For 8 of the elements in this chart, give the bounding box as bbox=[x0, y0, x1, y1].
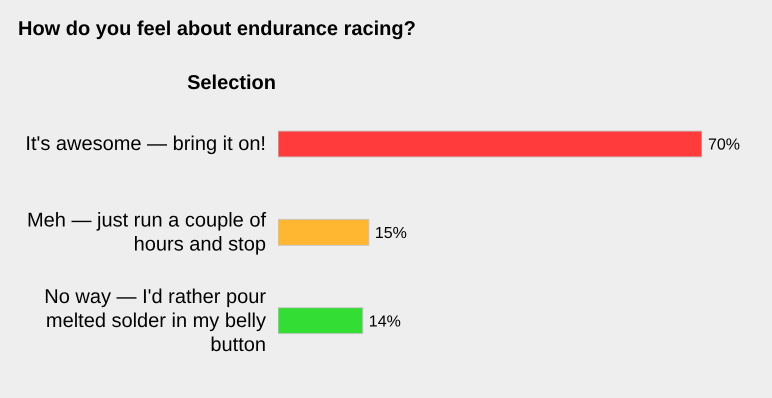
data-label: 70% bbox=[708, 136, 740, 154]
y-tick-label: No way — I'd rather pour melted solder in my belly button bbox=[44, 286, 266, 356]
y-tick-label: Meh — just run a couple of hours and stop bbox=[26, 210, 266, 256]
data-label: 14% bbox=[368, 313, 401, 330]
chart-title: How do you feel about endurance racing? bbox=[18, 18, 416, 41]
y-axis-title: Selection bbox=[187, 72, 276, 95]
y-tick-label: It's awesome — bring it on! bbox=[25, 133, 266, 156]
data-label: 15% bbox=[374, 225, 407, 242]
